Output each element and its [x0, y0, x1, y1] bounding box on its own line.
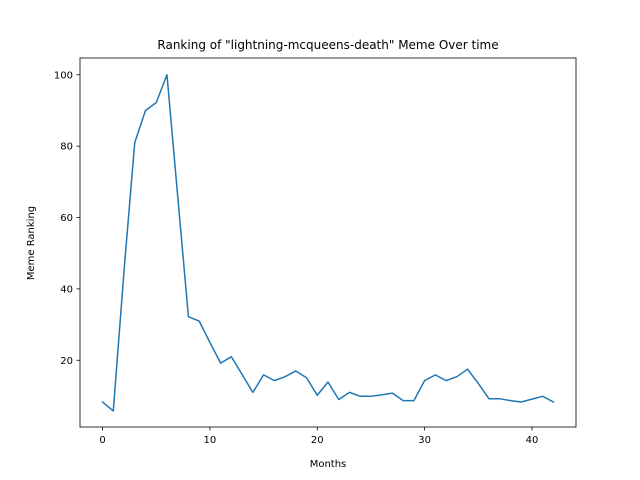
x-tick-label: 20 — [311, 435, 324, 446]
x-tick-label: 30 — [418, 435, 431, 446]
x-axis-title: Months — [310, 459, 347, 470]
chart-title: Ranking of "lightning-mcqueens-death" Me… — [157, 38, 498, 52]
axes-frame — [79, 57, 577, 428]
y-tick-label: 80 — [60, 142, 73, 153]
series-layer — [101, 74, 555, 412]
y-tick-label: 20 — [60, 356, 73, 367]
series-line-0 — [101, 74, 555, 412]
x-tick-label: 0 — [99, 435, 105, 446]
plot-area — [79, 57, 577, 428]
y-tick-label: 40 — [60, 284, 73, 295]
y-tick-label: 60 — [60, 213, 73, 224]
y-axis-title: Meme Ranking — [26, 206, 37, 280]
x-tick-label: 10 — [204, 435, 217, 446]
y-axis: 20 40 60 80 100 — [54, 70, 80, 367]
x-axis: 0 10 20 30 40 — [99, 427, 538, 446]
x-tick-label: 40 — [526, 435, 539, 446]
y-tick-label: 100 — [54, 70, 73, 81]
